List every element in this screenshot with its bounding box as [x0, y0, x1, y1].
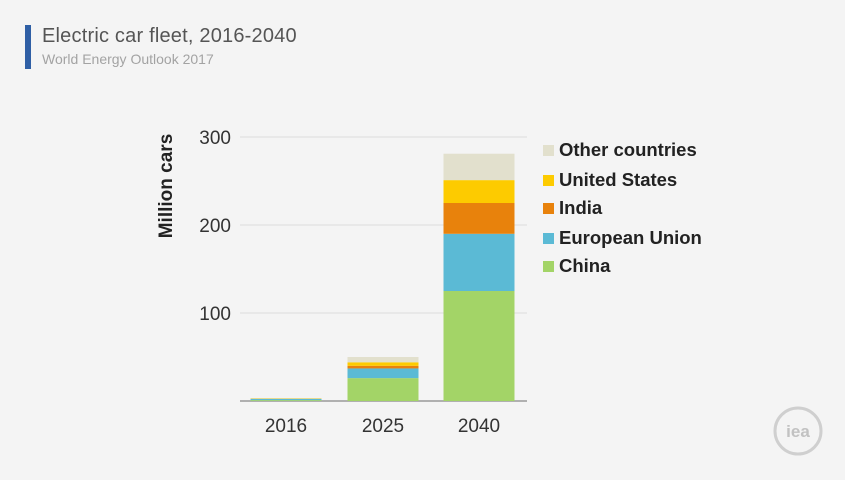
- legend-label: China: [559, 255, 611, 276]
- legend-swatch: [543, 232, 554, 244]
- legend-item: China: [543, 255, 611, 276]
- legend-label: Other countries: [559, 139, 697, 160]
- y-axis-label: Million cars: [156, 134, 177, 239]
- legend-item: United States: [543, 169, 678, 190]
- y-tick-label: 100: [199, 304, 231, 325]
- iea-logo-text: iea: [786, 422, 810, 441]
- bar-segment-european-union-2025: [347, 368, 419, 379]
- legend-item: India: [543, 197, 603, 218]
- y-tick-label: 300: [199, 128, 231, 149]
- x-tick-label: 2016: [265, 416, 307, 437]
- title-accent-bar: [25, 25, 31, 69]
- x-tick-label: 2040: [458, 416, 500, 437]
- legend-item: Other countries: [543, 139, 697, 160]
- iea-logo-icon: iea: [773, 406, 823, 456]
- x-tick-label: 2025: [362, 416, 404, 437]
- bar-segment-other-countries-2040: [443, 153, 515, 181]
- y-tick-label: 200: [199, 216, 231, 237]
- chart-subtitle: World Energy Outlook 2017: [42, 51, 214, 67]
- chart-title: Electric car fleet, 2016-2040: [42, 25, 297, 47]
- bar-segment-china-2040: [443, 291, 515, 401]
- bar-segment-india-2040: [443, 203, 515, 234]
- legend-swatch: [543, 260, 554, 272]
- legend-swatch: [543, 144, 554, 156]
- bar-segment-india-2025: [347, 365, 419, 369]
- legend-label: India: [559, 197, 603, 218]
- bar-segment-china-2025: [347, 378, 419, 401]
- bar-segment-united-states-2040: [443, 180, 515, 203]
- legend-swatch: [543, 174, 554, 186]
- bar-segment-other-countries-2025: [347, 357, 419, 363]
- legend-item: European Union: [543, 227, 702, 248]
- legend-label: European Union: [559, 227, 702, 248]
- bar-segment-united-states-2025: [347, 362, 419, 366]
- bar-segment-european-union-2040: [443, 233, 515, 291]
- bar-segment-european-union-2016: [250, 398, 322, 401]
- legend-label: United States: [559, 169, 678, 190]
- legend-swatch: [543, 202, 554, 214]
- bar-segment-china-2016: [250, 400, 322, 401]
